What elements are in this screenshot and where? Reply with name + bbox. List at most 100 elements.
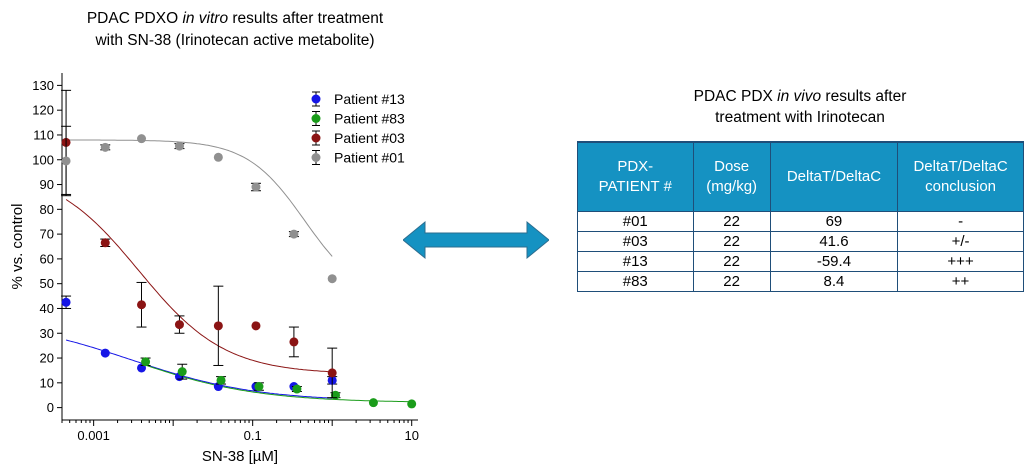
chart-title-pre: PDAC PDXO [86, 10, 183, 27]
fit-curve [65, 199, 333, 373]
y-tick-label: 50 [40, 276, 54, 291]
legend-label: Patient #83 [334, 111, 405, 127]
data-point [368, 398, 378, 408]
data-point [61, 297, 71, 307]
table-row: #83 22 8.4 ++ [577, 271, 1024, 292]
y-tick-label: 70 [40, 227, 54, 242]
y-tick-label: 90 [40, 177, 54, 192]
header-dose-line1: Dose [714, 158, 750, 175]
header-deltat-deltac: DeltaT/DeltaC [769, 141, 899, 212]
fit-curve [65, 339, 333, 399]
data-point [327, 368, 337, 378]
cell-conclusion: ++ [897, 271, 1024, 292]
table-title-line1: PDAC PDX in vivo results after [640, 86, 960, 107]
cell-dose: 22 [692, 231, 771, 252]
cell-dose: 22 [692, 271, 771, 292]
table-title-line2: treatment with Irinotecan [715, 109, 885, 126]
pdx-results-table: PDX- PATIENT # Dose (mg/kg) DeltaT/DeltaC … [577, 141, 1024, 292]
cell-deltat: 8.4 [769, 271, 899, 292]
legend-marker [311, 94, 321, 104]
y-tick-label: 60 [40, 251, 54, 266]
table-row: #13 22 -59.4 +++ [577, 251, 1024, 272]
y-tick-label: 30 [40, 326, 54, 341]
data-point [289, 337, 299, 347]
chart-title: PDAC PDXO in vitro results after treatme… [20, 8, 450, 52]
x-tick-label: 0.1 [244, 428, 262, 443]
header-patient: PDX- PATIENT # [577, 141, 694, 212]
data-point [100, 142, 110, 152]
chart-title-post: results after treatment [228, 10, 384, 27]
data-point [174, 141, 184, 151]
cell-deltat: -59.4 [769, 251, 899, 272]
header-dose-line2: (mg/kg) [706, 178, 758, 195]
legend-marker [311, 133, 321, 143]
cell-conclusion: +++ [897, 251, 1024, 272]
chart-title-line1: PDAC PDXO in vitro results after treatme… [20, 8, 450, 30]
header-conclusion-line2: conclusion [925, 178, 997, 195]
y-tick-label: 80 [40, 202, 54, 217]
cell-dose: 22 [692, 211, 771, 232]
data-point [289, 229, 299, 239]
y-tick-label: 100 [32, 152, 54, 167]
chart-title-italic: in vitro [182, 10, 229, 27]
header-dose: Dose (mg/kg) [692, 141, 771, 212]
double-arrow-icon [403, 220, 549, 260]
cell-patient: #83 [577, 271, 694, 292]
x-tick-label: 0.001 [77, 428, 110, 443]
table-title-pre: PDAC PDX [693, 88, 778, 105]
data-point [213, 321, 223, 331]
table-header-row: PDX- PATIENT # Dose (mg/kg) DeltaT/DeltaC … [577, 141, 1024, 212]
legend-label: Patient #13 [334, 91, 405, 107]
data-point [327, 274, 337, 284]
data-point [254, 382, 264, 392]
legend-label: Patient #01 [334, 150, 405, 166]
y-tick-label: 20 [40, 351, 54, 366]
data-point [141, 357, 151, 367]
y-tick-label: 0 [47, 400, 54, 415]
data-point [213, 152, 223, 162]
table-row: #01 22 69 - [577, 211, 1024, 232]
data-point [100, 348, 110, 358]
cell-conclusion: - [897, 211, 1024, 232]
fit-curve [66, 139, 333, 257]
data-point [61, 156, 71, 166]
y-tick-label: 110 [33, 127, 54, 142]
header-patient-line1: PDX- [617, 158, 654, 175]
cell-patient: #13 [577, 251, 694, 272]
table-title: PDAC PDX in vivo results after treatment… [640, 86, 960, 128]
y-tick-label: 120 [32, 103, 54, 118]
data-point [100, 238, 110, 248]
chart-title-line2: with SN-38 (Irinotecan active metabolite… [95, 32, 375, 49]
cell-dose: 22 [692, 251, 771, 272]
data-point [407, 399, 417, 409]
data-point [292, 384, 302, 394]
data-point [177, 367, 187, 377]
header-conclusion-line1: DeltaT/DeltaC [913, 158, 1008, 175]
header-patient-line2: PATIENT # [598, 178, 672, 195]
y-tick-label: 40 [40, 301, 54, 316]
data-point [251, 182, 261, 192]
y-tick-label: 130 [32, 78, 54, 93]
table-title-post: results after [821, 88, 907, 105]
data-point [251, 321, 261, 331]
data-point [137, 300, 147, 310]
data-point [137, 134, 147, 144]
x-axis-label: SN-38 [µM] [202, 448, 278, 465]
y-axis-label: % vs. control [9, 204, 26, 290]
header-conclusion: DeltaT/DeltaC conclusion [897, 141, 1024, 212]
cell-patient: #03 [577, 231, 694, 252]
data-point [174, 320, 184, 330]
data-point [216, 375, 226, 385]
dose-response-chart: 0 10 20 30 40 50 60 70 80 90 100 110 120 130 0.001 0.1 1… [9, 73, 419, 465]
table-row: #03 22 41.6 +/- [577, 231, 1024, 252]
x-tick-label: 10 [404, 428, 418, 443]
cell-deltat: 41.6 [769, 231, 899, 252]
legend-label: Patient #03 [334, 130, 405, 146]
header-deltat-line1: DeltaT/DeltaC [786, 168, 882, 185]
y-tick-label: 10 [40, 375, 54, 390]
cell-conclusion: +/- [897, 231, 1024, 252]
legend-marker [311, 114, 321, 123]
table-title-italic: in vivo [777, 88, 822, 105]
fit-curve [145, 364, 412, 403]
legend-marker [311, 153, 321, 162]
